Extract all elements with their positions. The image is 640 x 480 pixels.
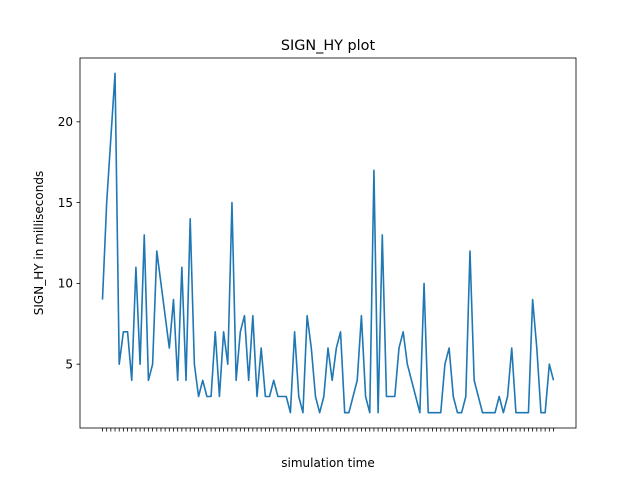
axes-frame bbox=[79, 57, 577, 429]
y-tick-label: 15 bbox=[58, 196, 73, 210]
y-axis-label: SIGN_HY in milliseconds bbox=[32, 171, 46, 315]
y-tick-label: 10 bbox=[58, 277, 73, 291]
chart-title: SIGN_HY plot bbox=[281, 38, 376, 54]
y-axis-ticks: 5 10 15 20 bbox=[58, 115, 80, 371]
x-axis-label: simulation time bbox=[281, 456, 374, 470]
plot-area bbox=[101, 72, 555, 414]
series-line bbox=[101, 72, 555, 414]
y-tick-label: 20 bbox=[58, 115, 73, 129]
x-axis-ticks bbox=[102, 428, 554, 432]
y-tick-label: 5 bbox=[65, 357, 73, 371]
